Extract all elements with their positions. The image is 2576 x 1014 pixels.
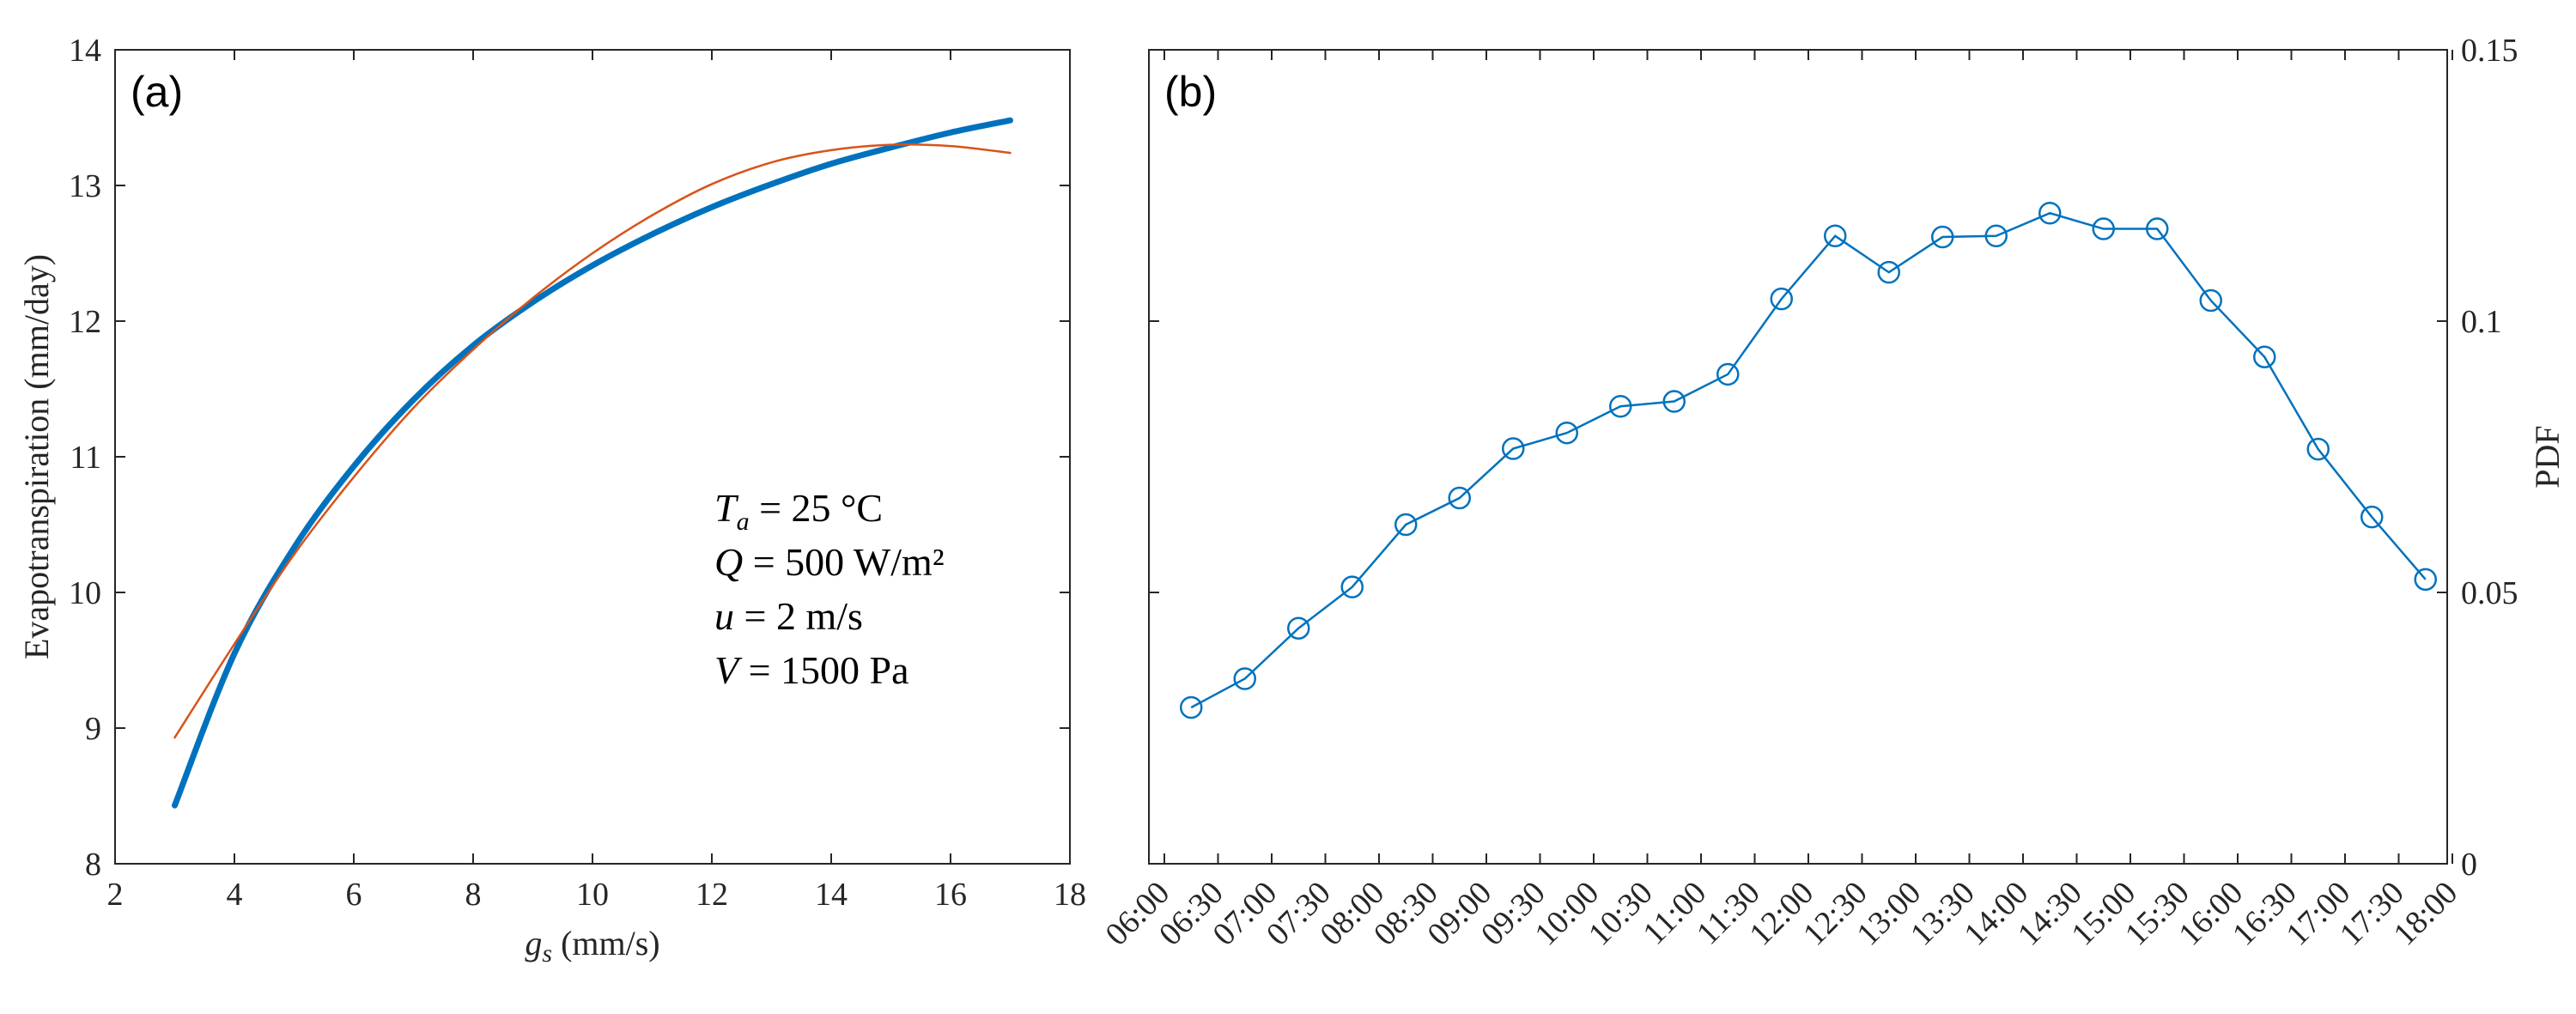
panel-b-data-point bbox=[2146, 217, 2169, 240]
panel-b-data-point bbox=[1877, 260, 1900, 284]
panel-b-data-point bbox=[1609, 394, 1632, 418]
panel-a-series-model bbox=[172, 117, 1013, 809]
panel-a-xtick-label: 12 bbox=[696, 877, 728, 913]
panel-b-data-point bbox=[1931, 225, 1954, 249]
panel-b-data-point bbox=[1448, 486, 1471, 510]
panel-a-annotation-line: V = 1500 Pa bbox=[714, 648, 909, 692]
panel-a-annotation-line: Q = 500 W/m² bbox=[714, 540, 945, 584]
panel-b-axes-box bbox=[1148, 49, 2448, 865]
panel-a-ytick-label: 14 bbox=[69, 33, 101, 69]
panel-b-data-point bbox=[2360, 505, 2384, 529]
panel-b-data-point bbox=[2306, 437, 2330, 461]
panel-a-ytick-label: 8 bbox=[85, 847, 101, 883]
panel-b: 06:0006:3007:0007:3008:0008:3009:0009:30… bbox=[1098, 33, 2567, 953]
panel-a-ylabel: Evapotranspiration (mm/day) bbox=[17, 254, 56, 659]
panel-b-data-point bbox=[1233, 667, 1256, 690]
panel-a-annotation-line: u = 2 m/s bbox=[714, 594, 863, 638]
panel-a-axes-box bbox=[114, 49, 1071, 865]
panel-a-xtick-label: 4 bbox=[227, 877, 243, 913]
panel-a-xlabel-sub: s bbox=[542, 939, 552, 968]
panel-b-data-point bbox=[1824, 224, 1847, 248]
panel-b-data-point bbox=[1180, 695, 1203, 720]
panel-a-ytick-label: 10 bbox=[69, 575, 101, 611]
panel-a-xlabel-var: g bbox=[525, 924, 542, 962]
panel-b-ytick-label: 0.1 bbox=[2461, 304, 2502, 340]
panel-b-ytick-label: 0.05 bbox=[2461, 575, 2518, 611]
panel-b-data-point bbox=[2092, 217, 2115, 240]
panel-b-data-point bbox=[2253, 345, 2276, 368]
panel-b-data-point bbox=[2199, 288, 2222, 313]
panel-a-xtick-label: 2 bbox=[107, 877, 124, 913]
panel-b-data-point bbox=[1502, 437, 1525, 460]
panel-b-data-point bbox=[1716, 362, 1740, 386]
panel-a-xtick-label: 18 bbox=[1054, 877, 1086, 913]
panel-b-data-point bbox=[1662, 390, 1686, 413]
panel-b-series bbox=[1180, 201, 2437, 720]
panel-b-data-point bbox=[2038, 201, 2062, 225]
panel-b-data-point bbox=[1340, 575, 1364, 598]
panel-a-ytick-label: 9 bbox=[85, 711, 101, 747]
panel-a-xtick-label: 10 bbox=[576, 877, 609, 913]
panel-a-ytick-label: 12 bbox=[69, 304, 101, 340]
panel-b-ytick-label: 0.15 bbox=[2461, 33, 2518, 69]
panel-b-series-line bbox=[1190, 211, 2427, 709]
panel-a-annotation-line: Ta = 25 °C bbox=[714, 486, 883, 536]
panel-a-xtick-label: 8 bbox=[465, 877, 482, 913]
panel-a-xtick-label: 14 bbox=[815, 877, 848, 913]
panel-a-ytick-label: 13 bbox=[69, 168, 101, 204]
panel-a-xlabel-units: (mm/s) bbox=[552, 924, 660, 962]
panel-b-label: (b) bbox=[1164, 68, 1217, 116]
panel-a-xlabel: gs (mm/s) bbox=[525, 924, 659, 968]
panel-b-data-point bbox=[2414, 568, 2437, 592]
panel-a-annotation: Ta = 25 °CQ = 500 W/m² u = 2 m/s V = 1500 … bbox=[714, 486, 945, 692]
panel-a: 2 4 6 8 10 12 14 16 18 8 9 10 11 12 13 14 (a) gs (mm/s)… bbox=[17, 33, 1086, 968]
panel-b-xtick-label: 18:00 bbox=[2386, 875, 2464, 953]
panel-b-data-point bbox=[1770, 287, 1793, 311]
panel-a-xtick-label: 6 bbox=[346, 877, 362, 913]
panel-b-ytick-label: 0 bbox=[2461, 847, 2477, 883]
panel-b-data-point bbox=[1984, 224, 2008, 248]
panel-a-label: (a) bbox=[131, 68, 183, 116]
panel-a-xtick-label: 16 bbox=[934, 877, 967, 913]
panel-a-series bbox=[172, 117, 1013, 809]
panel-b-data-point bbox=[1394, 513, 1418, 537]
panel-b-data-point bbox=[1287, 616, 1310, 640]
panel-b-data-point bbox=[1555, 421, 1578, 445]
panel-a-series-fit bbox=[173, 143, 1012, 739]
panel-b-ylabel: PDF bbox=[2528, 425, 2567, 488]
panel-a-ticks: 2 4 6 8 10 12 14 16 18 8 9 10 11 12 13 14 bbox=[69, 33, 1086, 913]
panel-a-ytick-label: 11 bbox=[70, 440, 101, 476]
